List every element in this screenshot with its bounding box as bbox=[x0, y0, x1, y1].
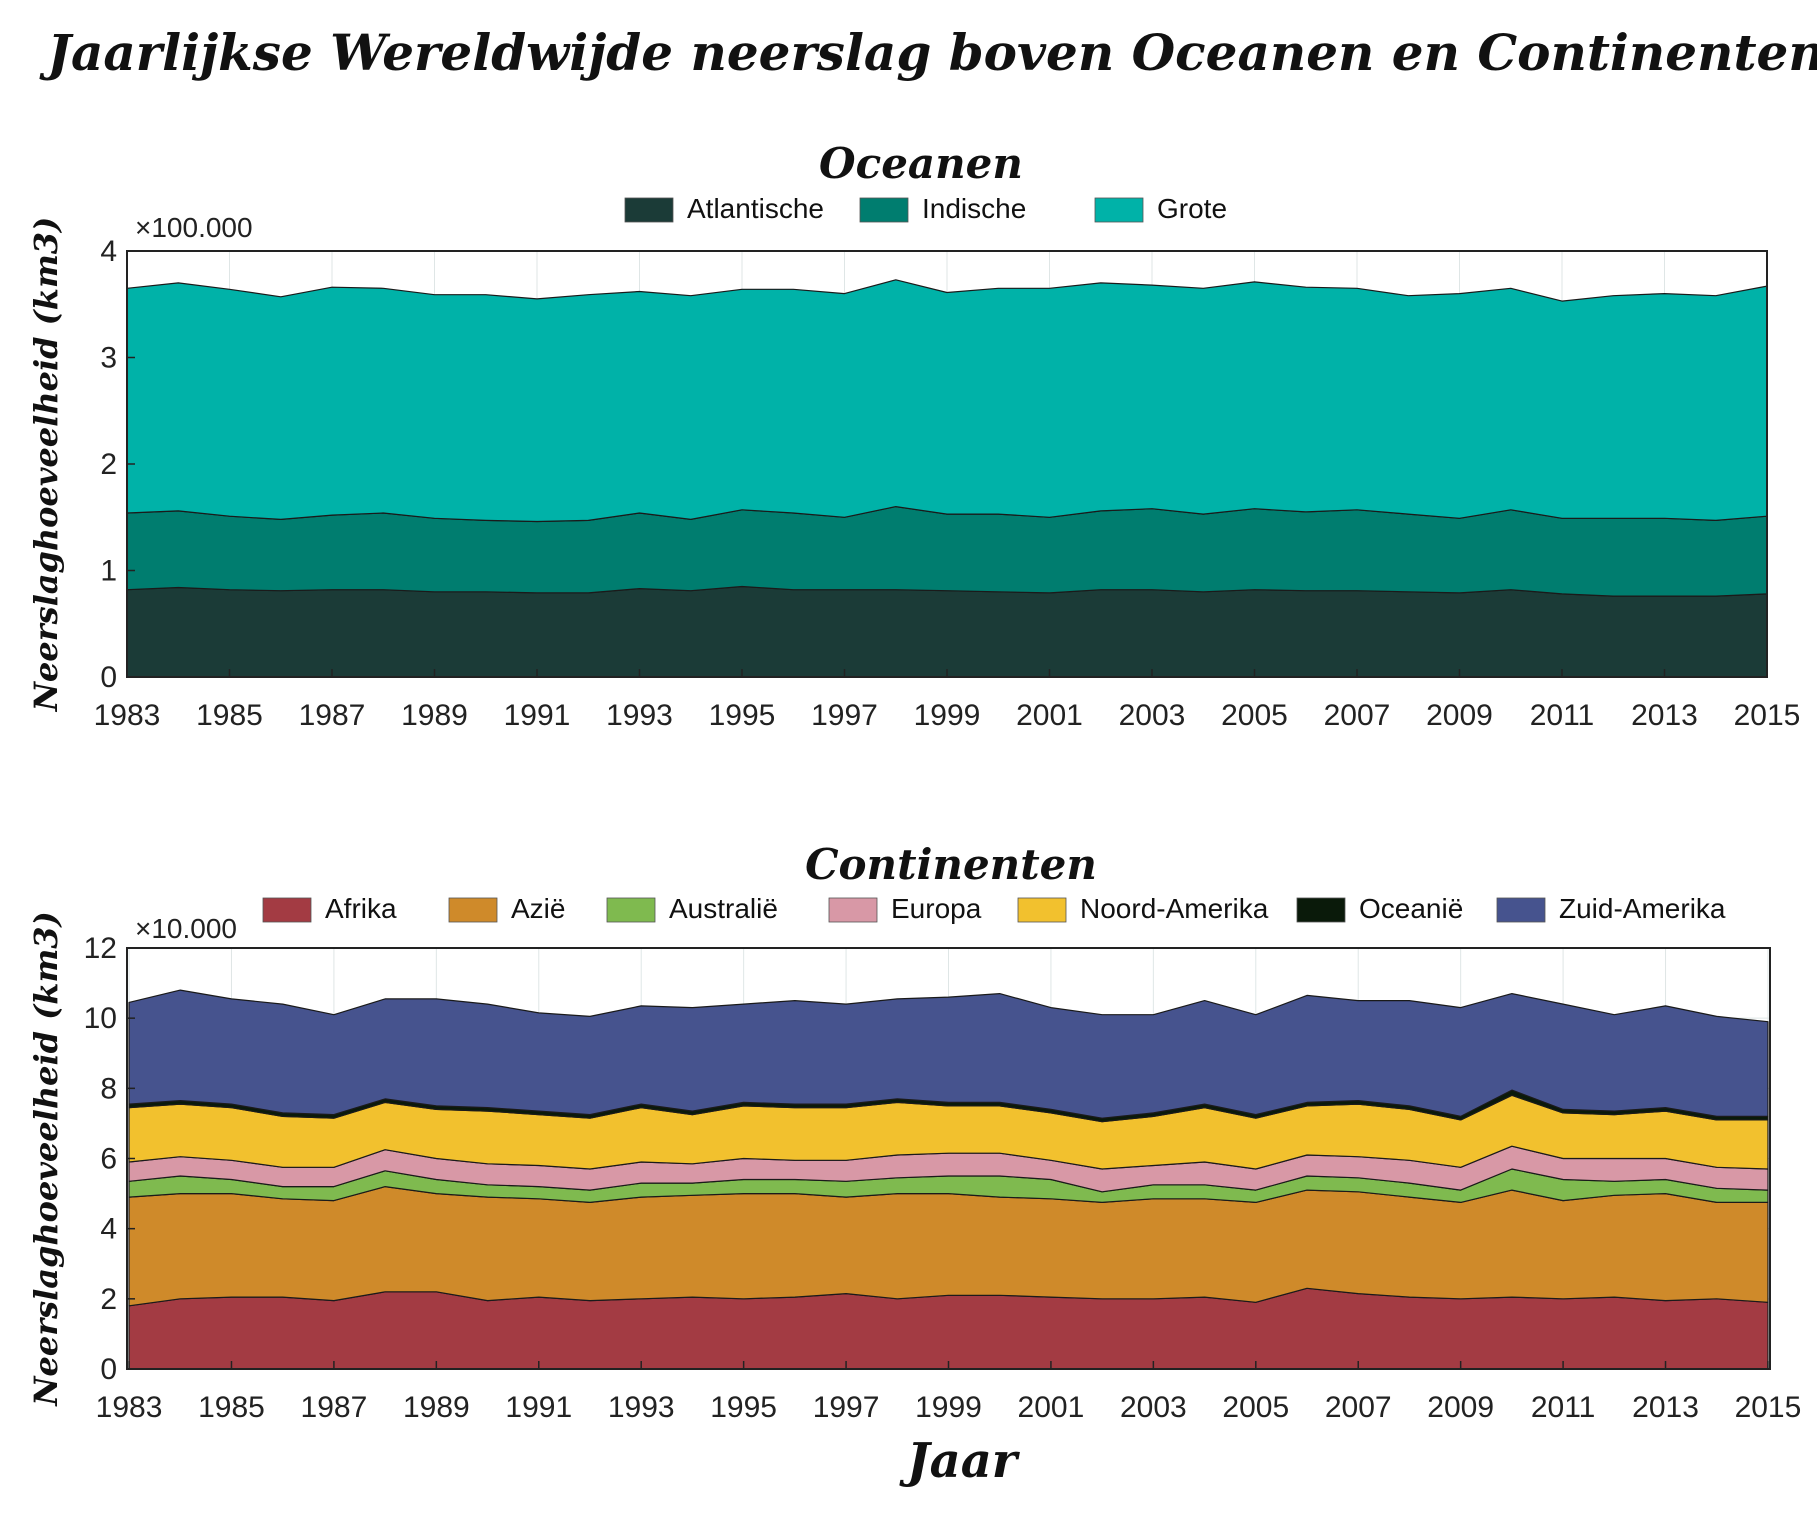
x-tick-label: 1983 bbox=[94, 699, 161, 732]
y-tick-label: 4 bbox=[100, 235, 117, 268]
x-tick-label: 1989 bbox=[401, 699, 468, 732]
chart-panels: 1983 1985 1987 1989 1991 1993 1995 1997 1999 2001… bbox=[27, 139, 1801, 1424]
y-tick-label: 1 bbox=[100, 555, 117, 588]
legend-swatch bbox=[624, 197, 674, 223]
x-tick-label: 1987 bbox=[299, 699, 366, 732]
x-tick-label: 1985 bbox=[198, 1391, 265, 1424]
legend-swatch bbox=[859, 197, 909, 223]
x-tick-label: 2005 bbox=[1221, 699, 1288, 732]
legend-item: Afrika bbox=[262, 893, 397, 924]
legend: Atlantische Indische Grote bbox=[624, 193, 1227, 224]
x-tick-label: 2003 bbox=[1119, 699, 1186, 732]
panel-title: Continenten bbox=[805, 840, 1097, 889]
y-axis-label: Neerslaghoeveelheid (km3) bbox=[27, 217, 65, 712]
x-tick-label: 2013 bbox=[1632, 1391, 1699, 1424]
x-tick-label: 2001 bbox=[1016, 699, 1083, 732]
area-series-grote bbox=[126, 279, 1768, 523]
y-axis-label: Neerslaghoeveelheid (km3) bbox=[27, 911, 65, 1406]
legend-label: Indische bbox=[922, 193, 1026, 224]
legend-swatch bbox=[262, 897, 312, 923]
x-axis-label: Jaar bbox=[899, 1433, 1021, 1489]
area-series-afrika bbox=[128, 1287, 1769, 1370]
legend-item: Zuid-Amerika bbox=[1496, 893, 1726, 924]
legend-label: Europa bbox=[891, 893, 982, 924]
x-tick-label: 2009 bbox=[1426, 699, 1493, 732]
x-tick-label: 2009 bbox=[1427, 1391, 1494, 1424]
y-multiplier-label: ×10.000 bbox=[135, 913, 237, 944]
legend-label: Zuid-Amerika bbox=[1559, 893, 1726, 924]
y-tick-label: 10 bbox=[84, 1002, 117, 1035]
legend-swatch bbox=[1496, 897, 1546, 923]
x-tick-label: 2011 bbox=[1531, 1391, 1596, 1424]
area-series-azi- bbox=[128, 1186, 1769, 1307]
legend-item: Azië bbox=[448, 893, 565, 924]
legend: Afrika Azië Australië Europa Noord-Amerika Oc… bbox=[262, 893, 1726, 924]
x-tick-label: 1997 bbox=[811, 699, 878, 732]
legend-item: Australië bbox=[606, 893, 778, 924]
legend-item: Grote bbox=[1094, 193, 1227, 224]
legend-label: Atlantische bbox=[687, 193, 824, 224]
legend-item: Noord-Amerika bbox=[1017, 893, 1269, 924]
x-tick-label: 1999 bbox=[914, 699, 981, 732]
figure-title: Jaarlijkse Wereldwijde neerslag boven Oc… bbox=[39, 23, 1817, 82]
x-tick-label: 2007 bbox=[1325, 1391, 1392, 1424]
legend-swatch bbox=[1094, 197, 1144, 223]
legend-label: Azië bbox=[511, 893, 565, 924]
legend-swatch bbox=[606, 897, 656, 923]
legend-item: Indische bbox=[859, 193, 1026, 224]
x-tick-label: 2011 bbox=[1530, 699, 1595, 732]
x-tick-label: 1991 bbox=[505, 1391, 572, 1424]
legend-label: Australië bbox=[669, 893, 778, 924]
legend-label: Oceanië bbox=[1359, 893, 1463, 924]
x-tick-label: 1995 bbox=[710, 1391, 777, 1424]
y-tick-label: 3 bbox=[100, 342, 117, 375]
x-tick-label: 2003 bbox=[1120, 1391, 1187, 1424]
x-tick-label: 2015 bbox=[1734, 699, 1801, 732]
x-tick-label: 1995 bbox=[709, 699, 776, 732]
y-tick-label: 6 bbox=[100, 1143, 117, 1176]
panel-title: Oceanen bbox=[819, 139, 1023, 188]
legend-item: Oceanië bbox=[1296, 893, 1463, 924]
x-tick-label: 1987 bbox=[301, 1391, 368, 1424]
x-tick-label: 1997 bbox=[813, 1391, 880, 1424]
x-tick-label: 1985 bbox=[196, 699, 263, 732]
legend-label: Afrika bbox=[325, 893, 397, 924]
y-tick-label: 12 bbox=[84, 932, 117, 965]
y-tick-label: 4 bbox=[100, 1213, 117, 1246]
chart-panel-oceanen: 1983 1985 1987 1989 1991 1993 1995 1997 1999 2001… bbox=[27, 139, 1800, 732]
legend-swatch bbox=[448, 897, 498, 923]
x-tick-label: 1991 bbox=[504, 699, 571, 732]
x-tick-label: 2015 bbox=[1735, 1391, 1802, 1424]
y-tick-label: 8 bbox=[100, 1072, 117, 1105]
legend-swatch bbox=[1296, 897, 1346, 923]
y-multiplier-label: ×100.000 bbox=[135, 212, 253, 243]
legend-label: Noord-Amerika bbox=[1080, 893, 1269, 924]
x-tick-label: 1983 bbox=[96, 1391, 163, 1424]
x-tick-label: 1993 bbox=[606, 699, 673, 732]
x-tick-label: 2001 bbox=[1018, 1391, 1085, 1424]
y-tick-label: 2 bbox=[100, 448, 117, 481]
legend-item: Europa bbox=[828, 893, 982, 924]
y-tick-label: 2 bbox=[100, 1283, 117, 1316]
x-tick-label: 2005 bbox=[1222, 1391, 1289, 1424]
area-series-atlantische bbox=[126, 585, 1768, 678]
y-tick-label: 0 bbox=[100, 1353, 117, 1386]
x-tick-label: 1999 bbox=[915, 1391, 982, 1424]
chart-panel-continenten: 1983 1985 1987 1989 1991 1993 1995 1997 1999 2001… bbox=[27, 840, 1801, 1424]
area-series-indische bbox=[126, 506, 1768, 597]
x-tick-label: 2007 bbox=[1324, 699, 1391, 732]
legend-label: Grote bbox=[1157, 193, 1227, 224]
x-tick-label: 1993 bbox=[608, 1391, 675, 1424]
legend-swatch bbox=[1017, 897, 1067, 923]
y-tick-label: 0 bbox=[100, 661, 117, 694]
x-tick-label: 1989 bbox=[403, 1391, 470, 1424]
x-tick-label: 2013 bbox=[1631, 699, 1698, 732]
legend-swatch bbox=[828, 897, 878, 923]
legend-item: Atlantische bbox=[624, 193, 824, 224]
area-series-zuid-amerika bbox=[128, 989, 1769, 1119]
